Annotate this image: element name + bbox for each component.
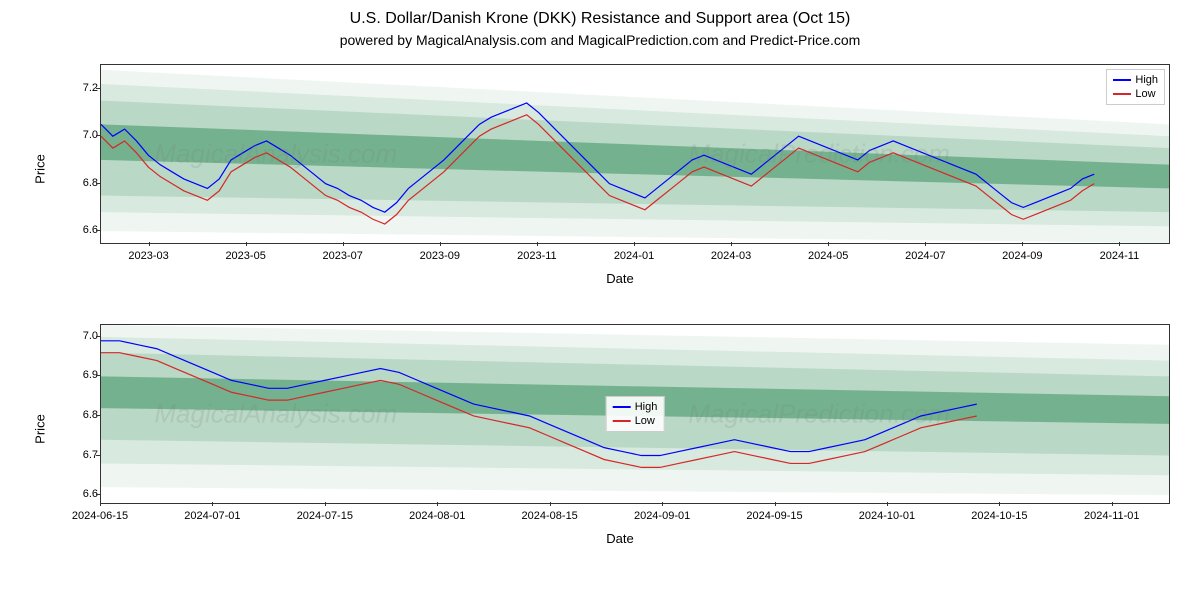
- ytick-label: 6.6: [60, 488, 98, 500]
- top-chart-svg: [101, 65, 1169, 243]
- legend-swatch-high-b: [613, 406, 631, 408]
- xtick-label: 2024-01: [614, 250, 654, 262]
- legend-low-b: Low: [613, 414, 658, 428]
- legend-high-b: High: [613, 400, 658, 414]
- xtick-label: 2023-05: [225, 250, 265, 262]
- legend-low: Low: [1113, 87, 1158, 101]
- xtick-label: 2024-08-01: [409, 510, 465, 522]
- ytick-label: 6.6: [60, 224, 98, 236]
- chart-subtitle: powered by MagicalAnalysis.com and Magic…: [0, 28, 1200, 54]
- xtick-label: 2024-09-01: [634, 510, 690, 522]
- chart-container: U.S. Dollar/Danish Krone (DKK) Resistanc…: [0, 0, 1200, 600]
- bottom-chart: Price MagicalAnalysis.com MagicalPredict…: [60, 314, 1180, 544]
- bottom-ylabel: Price: [33, 414, 48, 444]
- top-plot: MagicalAnalysis.com MagicalPrediction.co…: [100, 64, 1170, 244]
- legend-swatch-low: [1113, 93, 1131, 95]
- legend-swatch-high: [1113, 79, 1131, 81]
- xtick-label: 2024-11: [1100, 250, 1140, 262]
- xtick-label: 2024-07: [905, 250, 945, 262]
- xtick-label: 2024-07-15: [297, 510, 353, 522]
- xtick-label: 2024-11-01: [1084, 510, 1139, 522]
- xtick-label: 2023-07: [323, 250, 363, 262]
- top-chart: Price MagicalAnalysis.com MagicalPredict…: [60, 54, 1180, 284]
- xtick-label: 2024-10-01: [859, 510, 915, 522]
- top-legend: High Low: [1106, 69, 1165, 105]
- ytick-label: 6.8: [60, 409, 98, 421]
- legend-label-low: Low: [1135, 87, 1155, 101]
- bottom-legend: High Low: [606, 396, 665, 432]
- bottom-xlabel: Date: [606, 531, 633, 546]
- legend-high: High: [1113, 73, 1158, 87]
- xtick-label: 2024-06-15: [72, 510, 128, 522]
- xtick-label: 2024-05: [808, 250, 848, 262]
- xtick-label: 2023-03: [128, 250, 168, 262]
- top-xlabel: Date: [606, 271, 633, 286]
- xtick-label: 2024-07-01: [184, 510, 240, 522]
- ytick-label: 7.0: [60, 129, 98, 141]
- xtick-label: 2024-08-15: [522, 510, 578, 522]
- chart-title: U.S. Dollar/Danish Krone (DKK) Resistanc…: [0, 0, 1200, 28]
- legend-label-low-b: Low: [635, 414, 655, 428]
- legend-label-high-b: High: [635, 400, 658, 414]
- ytick-label: 7.2: [60, 82, 98, 94]
- xtick-label: 2024-03: [711, 250, 751, 262]
- xtick-label: 2024-09: [1002, 250, 1042, 262]
- xtick-label: 2023-09: [420, 250, 460, 262]
- legend-label-high: High: [1135, 73, 1158, 87]
- ytick-label: 7.0: [60, 330, 98, 342]
- xtick-label: 2024-10-15: [971, 510, 1027, 522]
- bottom-plot: MagicalAnalysis.com MagicalPrediction.co…: [100, 324, 1170, 504]
- ytick-label: 6.7: [60, 449, 98, 461]
- legend-swatch-low-b: [613, 420, 631, 422]
- ytick-label: 6.8: [60, 177, 98, 189]
- xtick-label: 2023-11: [517, 250, 557, 262]
- xtick-label: 2024-09-15: [746, 510, 802, 522]
- top-ylabel: Price: [33, 154, 48, 184]
- ytick-label: 6.9: [60, 369, 98, 381]
